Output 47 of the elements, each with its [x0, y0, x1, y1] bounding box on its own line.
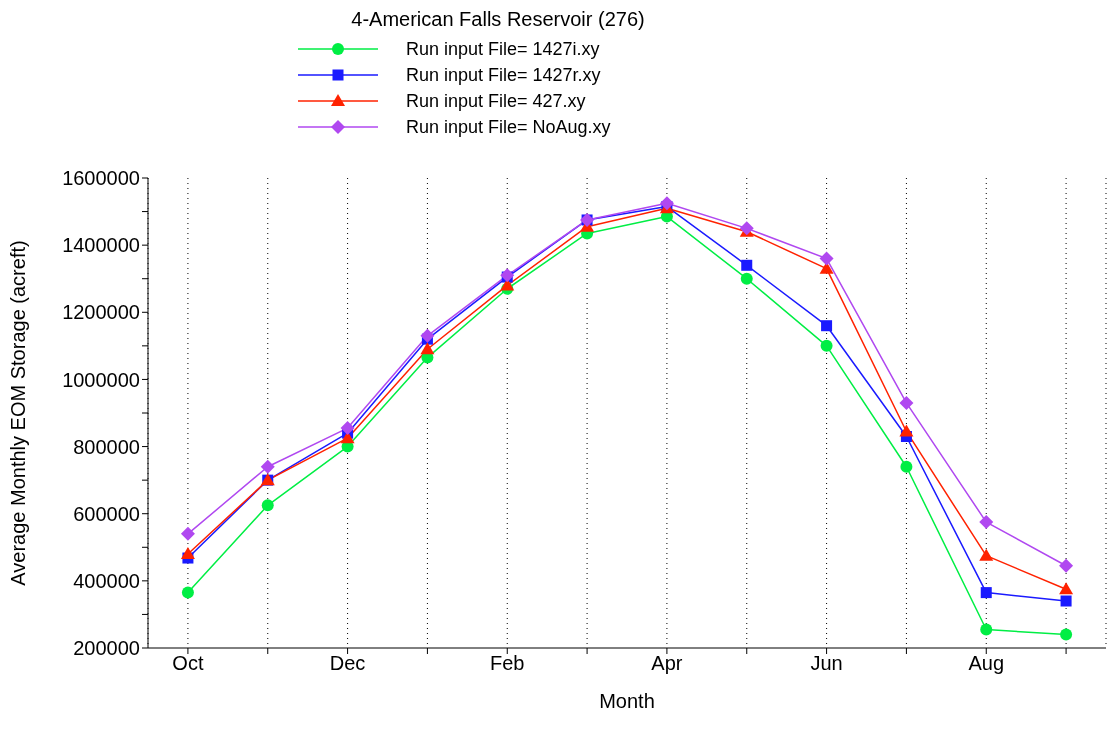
y-tick-label: 400000 — [73, 569, 140, 592]
x-tick-label: Feb — [490, 652, 525, 675]
point — [180, 526, 195, 541]
y-tick-label: 1600000 — [62, 167, 140, 190]
y-tick-label: 800000 — [73, 435, 140, 458]
point — [1060, 628, 1073, 641]
x-tick-label: Aug — [968, 652, 1005, 675]
legend-label: Run input File= 1427r.xy — [406, 64, 601, 86]
x-axis-title: Month — [599, 690, 655, 712]
x-tick-label: Apr — [651, 652, 683, 675]
point — [899, 395, 914, 410]
point — [821, 320, 833, 332]
point — [659, 196, 674, 211]
point — [420, 342, 435, 355]
point — [261, 499, 274, 512]
legend-label: Run input File= 1427i.xy — [406, 38, 600, 60]
point — [819, 251, 834, 266]
y-tick-label: 1000000 — [62, 368, 140, 391]
point — [820, 339, 833, 352]
point — [181, 586, 194, 599]
x-tick-label: Dec — [329, 652, 366, 675]
point — [980, 623, 993, 636]
point — [899, 424, 914, 437]
point — [979, 515, 994, 530]
y-tick-label: 600000 — [73, 502, 140, 525]
point — [340, 431, 355, 444]
point — [420, 328, 435, 343]
legend-label: Run input File= 427.xy — [406, 90, 586, 112]
point — [1059, 582, 1074, 595]
point — [260, 459, 275, 474]
x-tick-label: Oct — [172, 652, 204, 675]
point — [1059, 558, 1074, 573]
y-tick-label: 1400000 — [62, 234, 140, 257]
point — [980, 587, 992, 599]
point — [180, 547, 195, 559]
legend-label: Run input File= NoAug.xy — [406, 116, 611, 138]
point — [979, 548, 994, 561]
y-tick-label: 200000 — [73, 637, 140, 660]
x-tick-label: Jun — [810, 652, 843, 675]
chart-title: 4-American Falls Reservoir (276) — [350, 8, 646, 32]
y-axis-title: Average Monthly EOM Storage (acreft) — [7, 240, 30, 586]
point — [1060, 595, 1072, 607]
y-tick-label: 1200000 — [62, 301, 140, 324]
point — [900, 460, 913, 473]
point — [340, 421, 355, 436]
point — [741, 259, 753, 271]
point — [740, 272, 753, 285]
